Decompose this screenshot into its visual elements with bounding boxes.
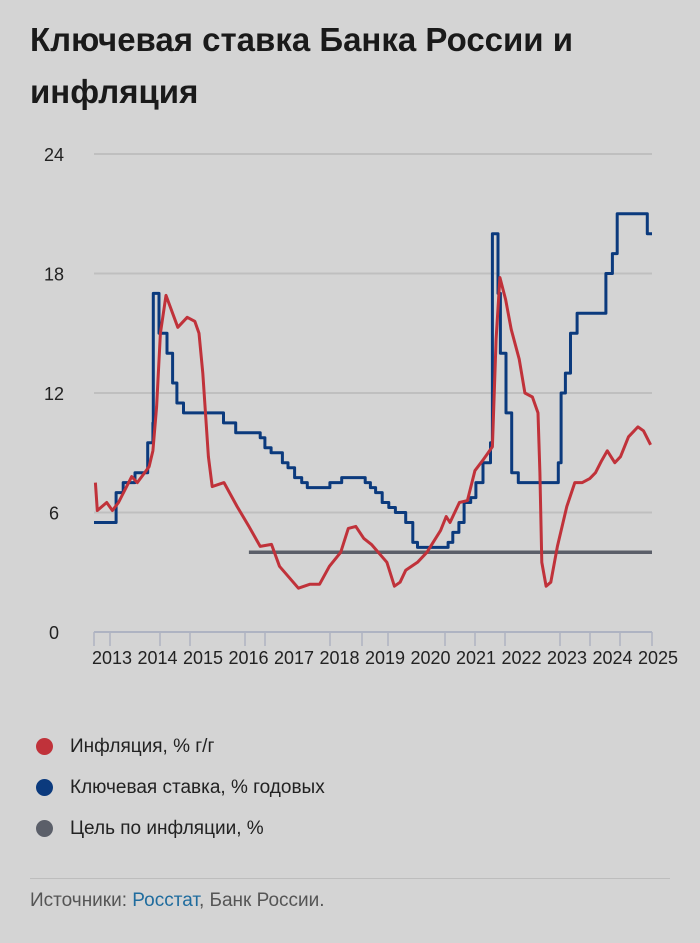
x-tick-label: 2022 [502, 648, 542, 668]
divider [30, 878, 670, 879]
x-tick-label: 2023 [547, 648, 587, 668]
x-tick-label: 2019 [365, 648, 405, 668]
key-rate-line [94, 212, 652, 549]
legend-label: Ключевая ставка, % годовых [70, 776, 325, 798]
x-tick-label: 2016 [229, 648, 269, 668]
gray-dot-icon [36, 820, 53, 837]
inflation-line [93, 276, 652, 590]
legend: Инфляция, % г/г Ключевая ставка, % годов… [36, 726, 325, 849]
rosstat-link[interactable]: Росстат [132, 890, 199, 911]
sources: Источники: Росстат, Банк России. [30, 889, 325, 913]
y-tick-label: 18 [44, 265, 64, 285]
x-tick-label: 2013 [92, 648, 132, 668]
x-tick-label: 2024 [593, 648, 633, 668]
x-tick-label: 2017 [274, 648, 314, 668]
red-dot-icon [36, 738, 53, 755]
x-tick-label: 2014 [138, 648, 178, 668]
y-tick-label: 12 [44, 384, 64, 404]
y-tick-label: 24 [44, 145, 64, 165]
x-tick-label: 2015 [183, 648, 223, 668]
y-tick-label: 0 [49, 623, 59, 643]
legend-item-inflation[interactable]: Инфляция, % г/г [36, 726, 325, 767]
x-tick-label: 2020 [411, 648, 451, 668]
sources-suffix: , Банк России. [198, 890, 325, 911]
x-tick-label: 2021 [456, 648, 496, 668]
sources-prefix: Источники: [30, 890, 133, 911]
y-tick-label: 6 [49, 504, 59, 524]
x-tick-label: 2018 [320, 648, 360, 668]
legend-item-key-rate[interactable]: Ключевая ставка, % годовых [36, 767, 325, 808]
legend-label: Цель по инфляции, % [70, 817, 264, 839]
chart-title: Ключевая ставка Банка России и инфляция [30, 21, 574, 110]
legend-item-target[interactable]: Цель по инфляции, % [36, 808, 325, 849]
chart: 0 6 12 18 24 2013 2014 2015 2016 2017 2018 2019 202… [44, 145, 678, 668]
blue-dot-icon [36, 779, 53, 796]
legend-label: Инфляция, % г/г [70, 735, 215, 757]
x-tick-label: 2025 [638, 648, 678, 668]
